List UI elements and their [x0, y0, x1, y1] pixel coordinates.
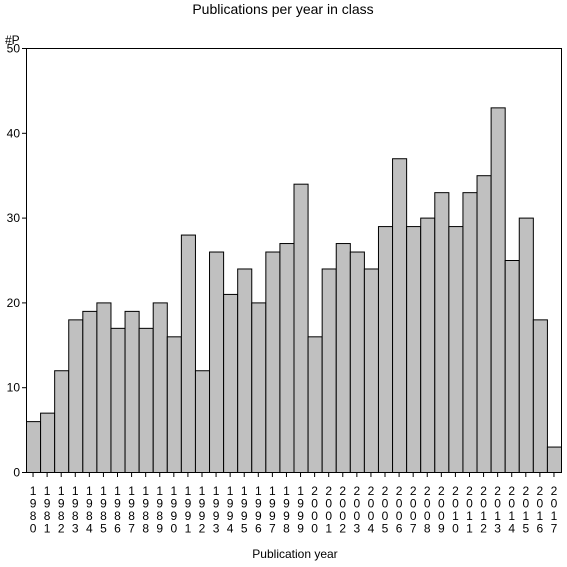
chart-title: Publications per year in class — [192, 1, 373, 17]
bar-2003 — [349, 251, 365, 473]
bar-1999 — [293, 183, 309, 473]
bar-1984 — [82, 310, 98, 473]
bar-2008 — [420, 217, 436, 473]
y-tick-label-0: 0 — [13, 466, 20, 480]
bar-2001 — [321, 268, 337, 474]
bar-1996 — [251, 302, 267, 473]
bar-1989 — [152, 302, 168, 473]
bar-2016 — [532, 319, 548, 473]
bar-1992 — [194, 370, 211, 473]
y-tick-label-10: 10 — [7, 381, 21, 395]
bar-1997 — [265, 251, 281, 473]
bar-2012 — [476, 175, 492, 473]
bar-2017 — [546, 446, 562, 473]
bar-1994 — [223, 293, 239, 474]
bar-2005 — [377, 226, 394, 473]
bar-2010 — [448, 226, 464, 473]
bar-1986 — [110, 327, 126, 473]
x-axis-label: Publication year — [252, 547, 337, 561]
bar-2007 — [406, 226, 422, 473]
bar-2011 — [462, 192, 478, 473]
x-axis: 1 9 8 0 1 9 8 1 1 9 8 2 1 9 8 3 1 9 8 4 1 9 8 5 1 9 8 6 1 9 8 7 1 9 8 8 1 9 8 9… — [30, 472, 558, 536]
y-tick-label-40: 40 — [7, 126, 21, 140]
plot-area-frame — [26, 48, 562, 473]
y-axis: 0 10 20 30 40 50 — [7, 42, 27, 480]
bar-1995 — [237, 268, 253, 474]
bar-2006 — [392, 158, 408, 474]
bar-1987 — [124, 310, 140, 473]
bar-2002 — [335, 243, 351, 473]
bar-2014 — [504, 260, 520, 473]
y-tick-label-20: 20 — [7, 296, 21, 310]
bar-2009 — [434, 192, 450, 473]
bar-1985 — [96, 302, 112, 473]
bar-2004 — [363, 268, 379, 474]
bar-1983 — [68, 319, 84, 473]
bar-2000 — [307, 336, 323, 473]
y-tick-label-30: 30 — [7, 211, 21, 225]
bar-1991 — [180, 234, 196, 473]
bar-2013 — [490, 107, 506, 474]
bar-1981 — [40, 412, 56, 474]
bars-group — [26, 107, 562, 474]
bar-1988 — [138, 327, 154, 473]
bar-1990 — [166, 336, 182, 473]
bar-1993 — [209, 251, 225, 473]
bar-1982 — [54, 370, 70, 473]
y-axis-label: #P — [5, 33, 20, 47]
bar-1980 — [26, 421, 42, 473]
bar-1998 — [279, 243, 295, 473]
y-tick-label-50: 50 — [7, 42, 21, 56]
bar-2015 — [518, 217, 534, 473]
